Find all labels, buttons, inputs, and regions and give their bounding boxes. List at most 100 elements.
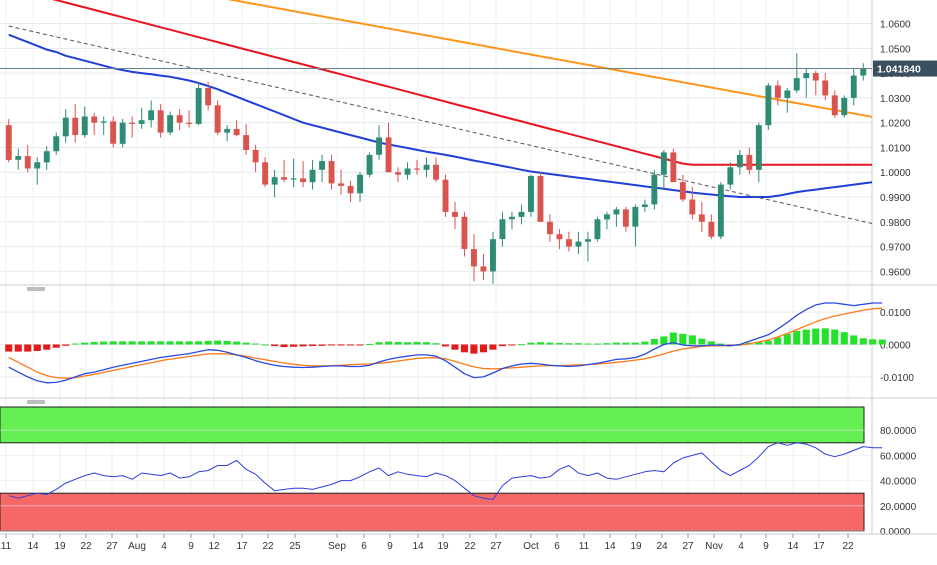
macd-histogram-bar [546,342,554,345]
macd-histogram-bar [81,342,89,345]
macd-histogram-bar [441,344,449,347]
candle-body [100,121,107,123]
x-tick-label: Sep [328,541,346,552]
macd-histogram-bar [261,344,269,346]
candle-body [205,88,212,106]
candle-body [34,162,41,169]
x-tick-label: 19 [437,541,449,552]
macd-histogram-bar [470,344,478,354]
macd-tick-label: 0.0000 [880,341,911,352]
macd-histogram-bar [290,344,298,347]
x-tick-label: 22 [262,541,274,552]
candle-body [347,185,354,194]
macd-histogram-bar [24,344,32,352]
macd-histogram-bar [821,328,829,345]
macd-histogram-bar [584,343,592,345]
candle-body [509,216,515,220]
macd-histogram-bar [555,342,563,345]
candle-body [556,234,563,240]
candle-body [566,239,572,247]
candle-body [708,221,715,237]
macd-histogram-bar [252,343,260,345]
x-tick-label: 22 [842,541,854,552]
macd-histogram-bar [157,341,165,345]
x-tick-label: 17 [813,541,825,552]
macd-histogram-bar [166,341,174,345]
current-price-badge [873,60,937,77]
macd-histogram-bar [451,344,459,350]
candle-body [651,174,658,205]
candle-body [91,116,98,123]
candle-body [632,206,639,227]
macd-histogram-bar [783,333,791,345]
candle-body [24,156,31,169]
macd-histogram-bar [831,329,839,345]
macd-histogram-bar [812,328,820,345]
x-tick-label: 6 [361,541,367,552]
x-tick-label: 19 [54,541,66,552]
candle-body [622,209,629,227]
macd-histogram-bar [52,344,60,348]
candle-body [366,154,373,175]
macd-histogram-bar [631,342,639,345]
candle-body [290,178,297,180]
candle-body [755,125,762,170]
macd-histogram-bar [280,344,288,348]
macd-histogram-bar [869,339,877,345]
candle-body [698,214,705,222]
macd-histogram-bar [707,341,715,345]
price-tick-label: 1.0200 [880,119,911,130]
x-tick-label: 11 [579,541,590,552]
candle-body [594,219,601,240]
macd-histogram-bar [223,340,231,345]
candle-body [736,154,743,168]
macd-histogram-bar [147,341,155,345]
macd-histogram-bar [764,340,772,345]
price-tick-label: 1.0300 [880,94,911,105]
x-tick-label: 9 [188,541,194,552]
macd-histogram-bar [650,339,658,345]
macd-histogram-bar [233,341,241,345]
candle-body [119,122,126,144]
candle-body [395,172,401,175]
candle-body [271,177,278,185]
candle-body [138,120,145,124]
macd-histogram-bar [840,332,848,345]
macd-histogram-bar [204,340,212,345]
x-tick-label: 22 [464,541,476,552]
candle-body [319,161,325,170]
candle-body [404,168,411,175]
price-tick-label: 1.0100 [880,143,911,154]
macd-histogram-bar [119,341,127,345]
panel-resize-handle [27,400,45,404]
rsi-tick-label: 60.0000 [880,451,917,462]
macd-histogram-bar [385,341,393,345]
macd-histogram-bar [878,339,886,345]
macd-histogram-bar [498,344,506,347]
candle-body [186,122,193,124]
x-tick-label: Aug [128,541,146,552]
x-tick-label: 17 [236,541,248,552]
candle-body [641,204,648,207]
candle-body [43,151,50,163]
x-tick-label: 27 [490,541,502,552]
price-tick-label: 1.0600 [880,20,911,31]
trendline [8,25,872,224]
macd-histogram-bar [755,341,763,345]
candle-body [528,176,534,212]
macd-histogram-bar [43,344,51,350]
candle-body [831,95,838,116]
candle-body [774,85,781,98]
candle-body [452,211,458,217]
candle-body [233,128,240,136]
macd-histogram-bar [375,342,383,345]
candle-body [727,167,734,185]
macd-histogram-bar [337,344,345,346]
candle-body [433,164,439,180]
candle-body [575,241,582,247]
candle-body [53,136,60,152]
macd-histogram-bar [109,341,117,345]
candle-body [717,184,724,237]
candle-body [72,117,79,135]
